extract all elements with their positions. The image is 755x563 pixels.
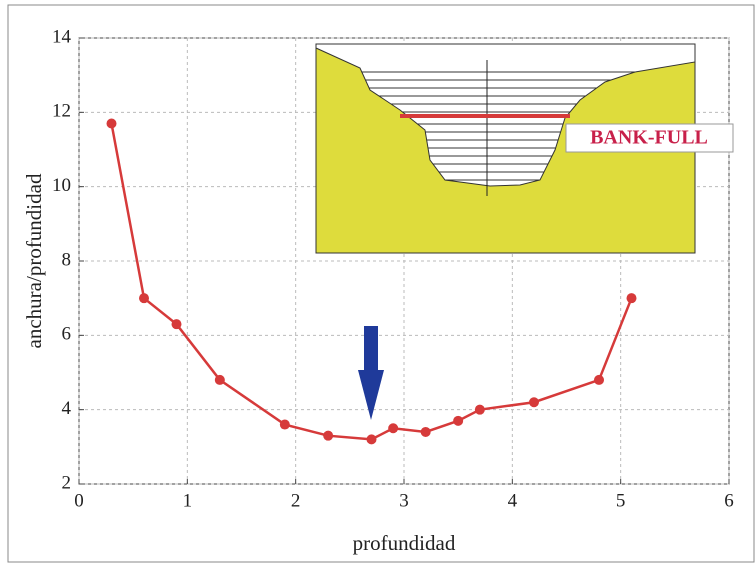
- data-point: [388, 423, 398, 433]
- data-point: [215, 375, 225, 385]
- page: BANK-FULL profundidad anchura/profundida…: [0, 0, 755, 563]
- y-tick-label: 8: [62, 249, 72, 270]
- data-point: [280, 420, 290, 430]
- data-point: [594, 375, 604, 385]
- data-point: [475, 405, 485, 415]
- data-point: [323, 431, 333, 441]
- x-axis-label: profundidad: [353, 531, 456, 555]
- data-point: [367, 434, 377, 444]
- y-tick-label: 12: [52, 101, 71, 122]
- data-point: [627, 293, 637, 303]
- inset-diagram: BANK-FULL: [316, 44, 733, 253]
- x-tick-label: 3: [399, 490, 409, 511]
- y-axis-label: anchura/profundidad: [22, 173, 46, 348]
- y-tick-label: 14: [52, 26, 72, 47]
- data-point: [453, 416, 463, 426]
- y-tick-label: 10: [52, 175, 71, 196]
- annotation: BANK-FULL: [590, 127, 708, 149]
- chart: BANK-FULL profundidad anchura/profundida…: [0, 0, 755, 563]
- x-tick-label: 6: [724, 490, 734, 511]
- x-tick-label: 5: [616, 490, 626, 511]
- data-point: [107, 118, 117, 128]
- x-tick-label: 1: [183, 490, 193, 511]
- x-tick-label: 2: [291, 490, 301, 511]
- x-tick-label: 4: [508, 490, 518, 511]
- data-point: [172, 319, 182, 329]
- data-point: [529, 397, 539, 407]
- y-tick-label: 2: [62, 472, 72, 493]
- data-point: [421, 427, 431, 437]
- y-tick-label: 4: [62, 398, 72, 419]
- data-point: [139, 293, 149, 303]
- x-tick-label: 0: [74, 490, 84, 511]
- y-tick-label: 6: [62, 324, 72, 345]
